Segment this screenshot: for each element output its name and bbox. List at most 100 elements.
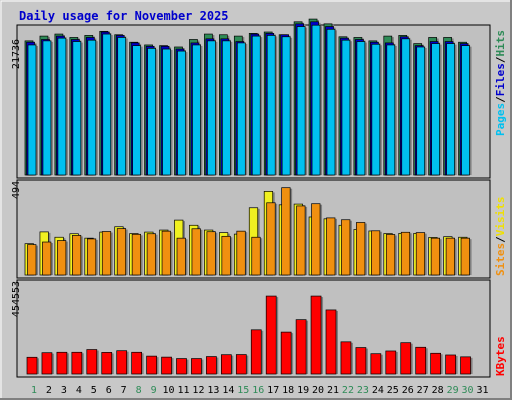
x-label-day-21: 21 xyxy=(327,385,339,396)
x-label-day-30: 30 xyxy=(462,385,474,396)
x-label-day-31: 31 xyxy=(476,385,488,396)
bar-sites-day-4 xyxy=(71,235,82,276)
bar-pages-day-14 xyxy=(222,40,231,176)
legend-kbytes-group: KBytes xyxy=(494,336,507,376)
bar-sites-day-28 xyxy=(430,237,440,276)
x-label-day-3: 3 xyxy=(61,385,67,396)
legend-sep-3: / xyxy=(494,236,507,243)
x-label-day-10: 10 xyxy=(163,385,175,396)
bar-pages-day-12 xyxy=(192,44,201,176)
bar-sites-day-25 xyxy=(385,234,396,276)
bar-sites-day-1 xyxy=(27,244,37,276)
bar-kbytes-day-16 xyxy=(250,329,262,375)
bar-kbytes-day-18 xyxy=(280,331,292,375)
bar-sites-day-7 xyxy=(116,228,127,276)
bar-kbytes-day-3 xyxy=(56,351,68,375)
bar-sites-day-3 xyxy=(57,240,67,276)
bar-pages-day-13 xyxy=(207,40,216,176)
bar-kbytes-day-7 xyxy=(116,350,128,375)
bar-sites-day-2 xyxy=(42,241,52,276)
bar-kbytes-day-14 xyxy=(221,354,232,375)
x-label-day-1: 1 xyxy=(31,385,37,396)
panel-1-ytick: 21736 xyxy=(11,39,22,69)
bar-kbytes-day-2 xyxy=(41,352,53,375)
bar-kbytes-day-29 xyxy=(445,354,456,375)
x-label-day-12: 12 xyxy=(192,385,204,396)
bar-kbytes-day-20 xyxy=(310,295,322,375)
x-label-day-9: 9 xyxy=(151,385,157,396)
bar-pages-day-19 xyxy=(296,26,306,176)
bar-sites-day-30 xyxy=(460,237,470,276)
bar-kbytes-day-9 xyxy=(146,355,157,375)
kbytes-panel: 454553 xyxy=(11,279,491,378)
x-label-day-8: 8 xyxy=(136,385,142,396)
bar-kbytes-day-6 xyxy=(101,352,113,375)
bar-pages-day-16 xyxy=(251,35,261,176)
bar-kbytes-day-21 xyxy=(325,309,337,375)
bar-pages-day-26 xyxy=(401,38,411,176)
legend-pages: Pages xyxy=(494,103,507,136)
bar-pages-day-2 xyxy=(42,40,52,176)
x-label-day-29: 29 xyxy=(447,385,459,396)
bar-sites-day-22 xyxy=(341,219,351,276)
bar-kbytes-day-5 xyxy=(86,349,98,375)
x-label-day-5: 5 xyxy=(91,385,97,396)
bar-pages-day-9 xyxy=(147,48,156,176)
bar-pages-day-28 xyxy=(431,43,440,176)
bar-sites-day-12 xyxy=(191,228,201,276)
legend-hits-files-pages: Pages/Files/Hits xyxy=(494,30,507,136)
bar-sites-day-26 xyxy=(400,231,411,276)
bar-sites-day-5 xyxy=(86,238,97,276)
bar-pages-day-20 xyxy=(311,24,321,176)
chart-title: Daily usage for November 2025 xyxy=(19,9,229,23)
bar-kbytes-day-25 xyxy=(385,350,397,375)
panel-2-ytick: 494 xyxy=(11,181,22,199)
bar-pages-day-10 xyxy=(162,48,171,176)
bar-kbytes-day-10 xyxy=(161,356,172,375)
x-label-day-23: 23 xyxy=(357,385,369,396)
legend-visits-sites: Sites/Visits xyxy=(494,197,507,277)
bar-sites-day-23 xyxy=(356,222,366,276)
svg-text:Sites/Visits: Sites/Visits xyxy=(494,197,507,277)
bar-pages-day-1 xyxy=(27,44,37,176)
bar-pages-day-24 xyxy=(371,43,381,176)
bar-kbytes-day-19 xyxy=(295,319,307,375)
panel-3-ytick: 454553 xyxy=(11,281,22,317)
bar-sites-day-17 xyxy=(266,202,276,276)
bar-sites-day-15 xyxy=(236,230,246,276)
bar-kbytes-day-28 xyxy=(430,352,441,375)
x-label-day-24: 24 xyxy=(372,385,384,396)
x-label-day-17: 17 xyxy=(267,385,279,396)
bar-pages-day-15 xyxy=(236,42,246,176)
panel-1-bars xyxy=(24,18,472,176)
legend-hits: Hits xyxy=(494,30,507,57)
bar-kbytes-day-13 xyxy=(206,356,217,375)
bar-pages-day-5 xyxy=(87,39,97,176)
legend-visits: Visits xyxy=(494,197,507,237)
bar-kbytes-day-11 xyxy=(176,358,187,375)
x-label-day-18: 18 xyxy=(282,385,294,396)
bar-pages-day-25 xyxy=(386,44,396,176)
bar-sites-day-10 xyxy=(161,230,171,276)
x-label-day-25: 25 xyxy=(387,385,399,396)
x-label-day-14: 14 xyxy=(222,385,234,396)
bar-kbytes-day-27 xyxy=(415,346,427,375)
bar-kbytes-day-30 xyxy=(460,356,471,375)
bar-kbytes-day-4 xyxy=(71,351,83,375)
x-label-day-22: 22 xyxy=(342,385,354,396)
bar-kbytes-day-26 xyxy=(400,342,412,375)
legend-files: Files xyxy=(494,63,507,96)
bar-sites-day-14 xyxy=(221,235,231,276)
bar-pages-day-4 xyxy=(72,41,82,176)
bar-pages-day-8 xyxy=(132,45,141,176)
bar-kbytes-day-17 xyxy=(265,295,277,375)
frame-shadow-right xyxy=(510,0,512,400)
bar-sites-day-6 xyxy=(101,231,112,276)
bar-pages-day-3 xyxy=(57,37,67,176)
bar-sites-day-24 xyxy=(371,230,381,276)
bar-pages-day-27 xyxy=(416,46,426,176)
bar-sites-day-21 xyxy=(326,217,336,276)
bar-pages-day-29 xyxy=(446,43,455,176)
